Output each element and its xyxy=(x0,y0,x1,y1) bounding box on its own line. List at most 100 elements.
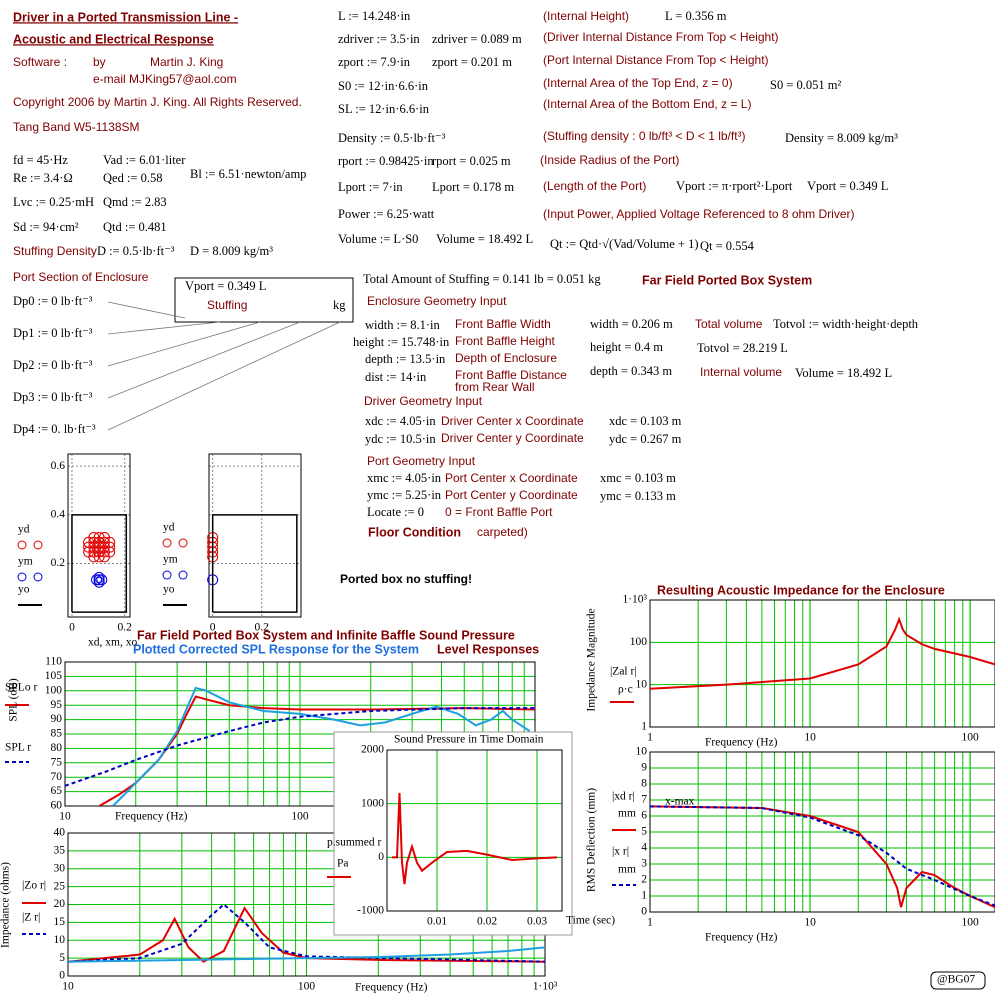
worksheet-text: Vad := 6.01·liter xyxy=(103,153,186,167)
worksheet-text: width = 0.206 m xyxy=(590,317,673,331)
vport-box xyxy=(174,277,354,323)
worksheet-text: Qt := Qtd·√(Vad/Volume + 1) xyxy=(550,237,699,251)
y-tick-label: 4 xyxy=(641,842,647,854)
x-axis-label: xd, xm, xo xyxy=(88,637,137,649)
curve xyxy=(68,903,545,963)
plot: 1 10 100 1 10 100 1·10³ |Zal r| ρ·c Frequency (Hz… xyxy=(586,594,995,749)
legend-label: |Z r| xyxy=(22,912,40,924)
legend-marker xyxy=(17,572,27,582)
y-tick-label: 1·10³ xyxy=(622,594,647,606)
x-tick-label: 100 xyxy=(298,981,316,993)
worksheet-text: (Port Internal Distance From Top < Heigh… xyxy=(543,53,769,67)
worksheet-text: Driver in a Ported Transmission Line - xyxy=(13,10,238,24)
legend-label: |xd r| xyxy=(612,791,635,803)
worksheet-text: Plotted Corrected SPL Response for the S… xyxy=(133,642,419,656)
legend-marker xyxy=(178,570,188,580)
worksheet-text: (Input Power, Applied Voltage Referenced… xyxy=(543,207,855,221)
worksheet-text: Stuffing Density xyxy=(13,244,97,258)
worksheet-text: (Length of the Port) xyxy=(543,179,646,193)
worksheet-text: Ported box no stuffing! xyxy=(340,572,472,586)
x-tick-label: 0 xyxy=(69,622,75,634)
y-tick-label: 60 xyxy=(51,800,63,812)
y-tick-label: 5 xyxy=(59,952,65,964)
y-tick-label: 85 xyxy=(51,728,63,740)
worksheet-text: ymc = 0.133 m xyxy=(600,489,676,503)
legend-label: yo xyxy=(163,584,175,596)
x-tick-label: 1 xyxy=(647,732,653,744)
y-tick-label: 30 xyxy=(54,862,66,874)
marker xyxy=(93,571,105,583)
curve xyxy=(71,514,128,613)
legend-label: SPLo r xyxy=(5,682,37,694)
legend-marker xyxy=(33,572,43,582)
worksheet-text: Locate := 0 xyxy=(367,505,424,519)
worksheet-text: (Internal Area of the Top End, z = 0) xyxy=(543,76,733,90)
worksheet-text: Qt = 0.554 xyxy=(700,239,755,253)
worksheet-text: (Stuffing density : 0 lb/ft³ < D < 1 lb/… xyxy=(543,129,746,143)
worksheet-text: carpeted) xyxy=(477,525,528,539)
inset-background xyxy=(333,731,573,936)
worksheet-text: Volume = 18.492 L xyxy=(795,366,892,380)
x-tick-label: 10 xyxy=(59,811,71,823)
worksheet-text: xmc := 4.05·in xyxy=(367,471,442,485)
worksheet-text: Far Field Ported Box System xyxy=(642,273,812,287)
worksheet-text: Vport = 0.349 L xyxy=(807,179,888,193)
worksheet-text: rport = 0.025 m xyxy=(432,154,511,168)
worksheet-text: by xyxy=(93,55,106,69)
y-axis-label: Impedance Magnitude xyxy=(586,608,598,711)
y-tick-label: 25 xyxy=(54,880,66,892)
worksheet-text: rport := 0.98425·in xyxy=(338,154,434,168)
y-tick-label: 2000 xyxy=(361,744,384,756)
worksheet-text: Internal volume xyxy=(700,365,782,379)
y-tick-label: 75 xyxy=(51,756,63,768)
worksheet-text: fd = 45·Hz xyxy=(13,153,68,167)
worksheet-text: Floor Condition xyxy=(368,525,461,539)
worksheet-text: Depth of Enclosure xyxy=(455,351,557,365)
worksheet-text: ymc := 5.25·in xyxy=(367,488,442,502)
worksheet-text: e-mail MJKing57@aol.com xyxy=(93,72,237,86)
y-tick-label: 10 xyxy=(54,934,66,946)
worksheet-text: Density = 8.009 kg/m³ xyxy=(785,131,898,145)
worksheet-text: Front Baffle Height xyxy=(455,334,555,348)
plot-frame xyxy=(386,749,563,912)
y-tick-label: 100 xyxy=(45,684,63,696)
y-tick-label: 5 xyxy=(641,826,647,838)
x-tick-label: 100 xyxy=(962,917,980,929)
legend-marker xyxy=(17,540,27,550)
worksheet-text: Qtd := 0.481 xyxy=(103,220,167,234)
plot-label: mm xyxy=(618,864,636,876)
worksheet-text: xdc := 4.05·in xyxy=(365,414,436,428)
marker xyxy=(93,576,105,588)
worksheet-text: Martin J. King xyxy=(150,55,223,69)
legend-label: |Zal r| xyxy=(610,666,637,678)
x-tick-label: 100 xyxy=(962,732,980,744)
plot-label: Pa xyxy=(337,858,349,870)
x-axis-label: Time (sec) xyxy=(566,915,615,927)
worksheet-text: Dp4 := 0. lb·ft⁻³ xyxy=(13,422,96,436)
y-axis-label: RMS Deflection (mm) xyxy=(586,788,598,892)
worksheet-text: zdriver := 3.5·in xyxy=(338,32,420,46)
x-tick-label: 0.01 xyxy=(427,916,447,928)
curve xyxy=(112,686,531,806)
marker xyxy=(93,551,105,563)
plot-label: x-max xyxy=(665,796,695,808)
worksheet-text: Driver Center y Coordinate xyxy=(441,431,584,445)
curve xyxy=(211,514,298,613)
y-tick-label: 90 xyxy=(51,713,63,725)
y-tick-label: 2 xyxy=(641,874,647,886)
y-tick-label: 0 xyxy=(59,970,65,982)
worksheet-text: Lport = 0.178 m xyxy=(432,180,514,194)
worksheet-text: zport := 7.9·in xyxy=(338,55,411,69)
worksheet-text: SL := 12·in·6.6·in xyxy=(338,102,430,116)
worksheet-text: Resulting Acoustic Impedance for the Enc… xyxy=(657,583,945,597)
worksheet-text: Total Amount of Stuffing = 0.141 lb = 0.… xyxy=(363,272,601,286)
x-axis-label: Frequency (Hz) xyxy=(355,982,428,994)
worksheet-text: Sd := 94·cm² xyxy=(13,220,79,234)
plot: 0 0.2 yd ym yo xyxy=(162,453,302,634)
worksheet-text: Port Section of Enclosure xyxy=(13,270,149,284)
worksheet-text: Dp3 := 0 lb·ft⁻³ xyxy=(13,390,93,404)
y-axis-label: SPL (dB) xyxy=(8,678,20,722)
worksheet-text: Totvol := width·height·depth xyxy=(773,317,919,331)
marker xyxy=(98,551,110,563)
